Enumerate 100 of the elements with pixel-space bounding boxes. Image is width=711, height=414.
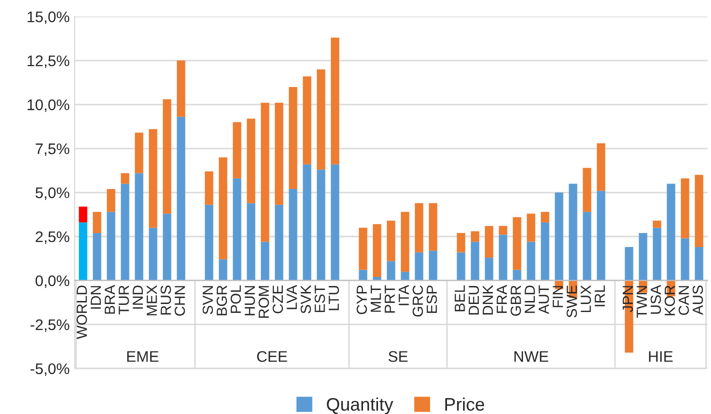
x-tick-label: LUX <box>580 285 591 312</box>
bar <box>148 129 158 228</box>
x-tick-label: EST <box>314 285 325 312</box>
x-tick-label: POL <box>230 285 241 313</box>
y-tick-label: -5,0% <box>30 363 70 376</box>
x-tick-label: PRT <box>384 285 395 313</box>
bar <box>680 238 690 280</box>
bar <box>218 157 228 260</box>
x-tick-label: FIN <box>552 286 563 308</box>
x-tick-label: USA <box>650 284 661 314</box>
bar <box>274 102 284 205</box>
bar <box>232 122 242 178</box>
y-tick-label: -2,5% <box>30 319 70 332</box>
legend-label: Price <box>445 397 484 411</box>
x-tick-label: BRA <box>104 284 115 314</box>
bar <box>316 69 326 170</box>
bar <box>260 242 270 280</box>
bar <box>330 164 340 280</box>
bar <box>92 212 102 233</box>
x-tick-label: ESP <box>426 286 437 313</box>
bar <box>680 178 690 238</box>
bar <box>288 86 298 189</box>
x-tick-label: NLD <box>524 286 535 313</box>
x-tick-label: RUS <box>160 286 171 314</box>
bar <box>498 226 508 235</box>
bar <box>624 247 634 280</box>
x-tick-label: CHN <box>174 286 185 316</box>
legend-label: Quantity <box>326 397 394 414</box>
x-tick-label: TUR <box>118 286 129 315</box>
y-tick-label: 5,0% <box>36 187 70 200</box>
x-tick-label: TWN <box>636 286 647 318</box>
x-tick-label: KOR <box>664 286 675 316</box>
x-tick-label: SVN <box>202 286 213 314</box>
bar <box>638 232 648 280</box>
bar <box>302 164 312 280</box>
x-tick-label: ITA <box>398 284 409 306</box>
bar <box>694 247 704 280</box>
bar <box>652 220 662 228</box>
y-tick-label: 12,5% <box>28 55 70 68</box>
bar <box>78 206 88 222</box>
bar <box>274 204 284 280</box>
bar <box>568 184 578 280</box>
bar <box>414 203 424 252</box>
x-tick-label: MEX <box>146 285 157 316</box>
bar <box>372 224 382 277</box>
annotation: HIE <box>649 351 673 362</box>
annotation: NWE <box>514 351 548 362</box>
bar <box>652 228 662 280</box>
bar <box>582 168 592 212</box>
x-tick-label: LTU <box>328 286 339 310</box>
bar <box>92 232 102 280</box>
bar <box>554 192 564 280</box>
x-tick-label: LVA <box>286 284 297 310</box>
bar <box>78 222 88 280</box>
x-tick-label: JPN <box>622 286 633 312</box>
bar <box>134 173 144 280</box>
bar <box>204 171 214 205</box>
bar <box>120 184 130 280</box>
bar <box>470 231 480 242</box>
bar <box>484 226 494 258</box>
x-tick-label: FRA <box>496 284 507 313</box>
x-tick-label: SWE <box>566 286 577 318</box>
bar <box>582 212 592 280</box>
y-tick-label: 0,0% <box>36 275 70 288</box>
x-tick-label: DEU <box>468 286 479 314</box>
annotation: EME <box>127 351 158 362</box>
bar <box>526 214 536 242</box>
bar <box>512 270 522 280</box>
bar <box>456 232 466 252</box>
x-tick-label: CZE <box>272 286 283 314</box>
bar <box>540 212 550 222</box>
annotation: SE <box>388 351 408 362</box>
x-tick-label: HUN <box>244 286 255 316</box>
y-tick-label: 7,5% <box>36 143 70 156</box>
bar <box>400 212 410 272</box>
bar <box>498 234 508 280</box>
x-tick-label: GBR <box>510 286 521 316</box>
bar <box>400 272 410 280</box>
bar <box>540 222 550 280</box>
bar <box>358 228 368 270</box>
bar <box>288 188 298 280</box>
bar <box>330 38 340 164</box>
bar <box>526 242 536 280</box>
x-tick-label: BGR <box>216 286 227 316</box>
bar <box>414 252 424 280</box>
x-tick-label: CAN <box>678 286 689 315</box>
bar <box>428 203 438 251</box>
x-tick-label: IND <box>132 286 143 309</box>
bar <box>512 217 522 270</box>
bar <box>246 203 256 280</box>
bar <box>106 188 116 212</box>
y-tick-label: 15,0% <box>28 11 70 24</box>
x-tick-label: AUS <box>692 286 703 315</box>
bar <box>316 170 326 280</box>
bar <box>386 261 396 280</box>
bar <box>176 116 186 280</box>
x-tick-label: GRC <box>412 285 423 317</box>
x-tick-label: DNK <box>482 285 493 314</box>
bar <box>694 174 704 248</box>
bar <box>148 228 158 280</box>
